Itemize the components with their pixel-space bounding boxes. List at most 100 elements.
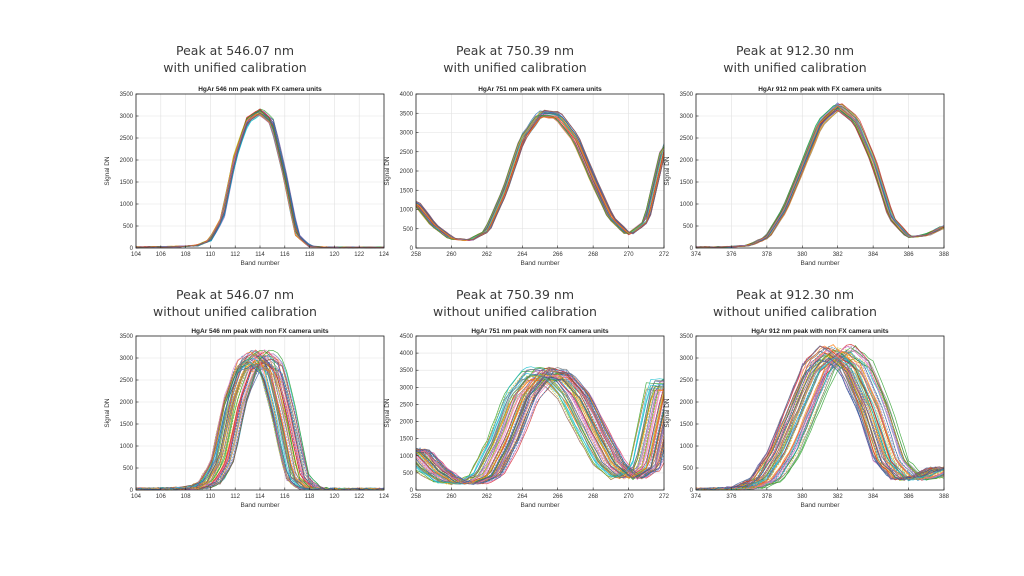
x-tick-label: 104	[131, 252, 142, 258]
series-line	[415, 113, 665, 241]
x-tick-label: 106	[156, 494, 167, 500]
series-line	[695, 355, 945, 491]
series-line	[695, 109, 945, 248]
x-tick-label: 270	[624, 494, 635, 500]
x-tick-label: 108	[181, 494, 192, 500]
chart: HgAr 546 nm peak with FX camera units 104…	[104, 86, 390, 267]
y-tick-label: 2000	[680, 400, 694, 406]
panel-1: Peak at 750.39 nm with unified calibrati…	[360, 42, 670, 267]
heading-line-2: with unified calibration	[723, 60, 867, 75]
x-tick-label: 110	[206, 494, 216, 500]
chart-title: HgAr 751 nm peak with FX camera units	[478, 86, 602, 93]
x-axis-label: Band number	[520, 502, 560, 509]
y-tick-label: 2000	[120, 400, 134, 406]
y-tick-label: 3500	[680, 334, 694, 340]
series-line	[695, 354, 945, 491]
x-tick-label: 272	[659, 494, 670, 500]
series-line	[415, 110, 665, 241]
chart-title: HgAr 546 nm peak with non FX camera unit…	[191, 328, 329, 335]
heading-line-1: Peak at 546.07 nm	[176, 43, 294, 58]
series-line	[695, 352, 945, 491]
x-tick-label: 382	[833, 494, 844, 500]
y-tick-label: 1500	[120, 180, 134, 186]
y-tick-label: 1500	[120, 422, 134, 428]
series-line	[135, 362, 385, 491]
series-line	[415, 115, 665, 241]
chart-title: HgAr 546 nm peak with FX camera units	[198, 86, 322, 93]
y-tick-label: 1500	[400, 437, 414, 443]
y-tick-label: 2000	[680, 158, 694, 164]
x-tick-label: 118	[305, 252, 315, 258]
y-tick-label: 4000	[400, 351, 414, 357]
x-axis-label: Band number	[800, 502, 840, 509]
series-line	[415, 114, 665, 241]
panel-heading: Peak at 912.30 nm without unified calibr…	[640, 286, 950, 320]
y-tick-label: 3000	[400, 131, 414, 137]
series-line	[695, 353, 945, 491]
series-line	[695, 354, 945, 491]
x-tick-label: 106	[156, 252, 167, 258]
panel-3: Peak at 546.07 nm without unified calibr…	[80, 286, 390, 509]
y-tick-label: 0	[690, 246, 694, 252]
y-tick-label: 0	[130, 246, 134, 252]
x-tick-label: 272	[659, 252, 670, 258]
y-axis-label: Signal DN	[384, 156, 391, 186]
series-line	[415, 111, 665, 241]
series-line	[695, 357, 945, 491]
series-line	[695, 355, 945, 491]
series-line	[695, 354, 945, 491]
y-axis-label: Signal DN	[664, 398, 671, 428]
x-tick-label: 266	[553, 494, 564, 500]
x-tick-label: 120	[329, 252, 340, 258]
series-line	[695, 354, 945, 491]
y-tick-label: 1500	[680, 422, 694, 428]
y-tick-label: 4500	[400, 334, 414, 340]
series-line	[415, 115, 665, 242]
x-tick-label: 116	[280, 494, 290, 500]
series-line	[696, 352, 945, 491]
heading-line-1: Peak at 750.39 nm	[456, 43, 574, 58]
y-tick-label: 500	[683, 466, 694, 472]
x-tick-label: 374	[691, 494, 702, 500]
x-tick-label: 378	[762, 252, 773, 258]
series-line	[415, 115, 665, 241]
y-tick-label: 1500	[680, 180, 694, 186]
plot-frame	[695, 93, 945, 249]
series-line	[695, 357, 945, 491]
y-tick-label: 3000	[120, 114, 134, 120]
y-tick-label: 3500	[120, 334, 134, 340]
chart: HgAr 912 nm peak with FX camera units 374…	[664, 86, 950, 267]
series-line	[415, 111, 665, 241]
panel-heading: Peak at 546.07 nm with unified calibrati…	[80, 42, 390, 76]
x-axis-label: Band number	[800, 260, 840, 267]
y-axis-label: Signal DN	[664, 156, 671, 186]
series-line	[415, 112, 665, 241]
y-axis-label: Signal DN	[104, 156, 111, 186]
x-tick-label: 112	[230, 494, 240, 500]
y-tick-label: 1000	[680, 202, 694, 208]
y-tick-label: 3500	[680, 92, 694, 98]
chart: HgAr 912 nm peak with non FX camera unit…	[664, 328, 950, 509]
x-tick-label: 266	[553, 252, 564, 258]
series-line	[695, 352, 945, 491]
heading-line-1: Peak at 912.30 nm	[736, 43, 854, 58]
series-line	[695, 352, 945, 491]
x-tick-label: 258	[411, 494, 422, 500]
series-line	[415, 110, 665, 241]
y-tick-label: 2500	[120, 378, 134, 384]
y-tick-label: 500	[123, 466, 134, 472]
series-line	[415, 376, 665, 485]
chart: HgAr 546 nm peak with non FX camera unit…	[104, 328, 390, 509]
series-line	[415, 116, 665, 242]
y-tick-label: 3000	[680, 114, 694, 120]
x-tick-label: 262	[482, 252, 493, 258]
x-tick-label: 122	[354, 252, 365, 258]
x-tick-label: 382	[833, 252, 844, 258]
series-line	[695, 355, 945, 490]
y-axis-label: Signal DN	[384, 398, 391, 428]
series-line	[415, 378, 665, 485]
series-line	[695, 354, 945, 491]
series-line	[695, 353, 945, 491]
x-tick-label: 110	[206, 252, 216, 258]
x-tick-label: 262	[482, 494, 493, 500]
